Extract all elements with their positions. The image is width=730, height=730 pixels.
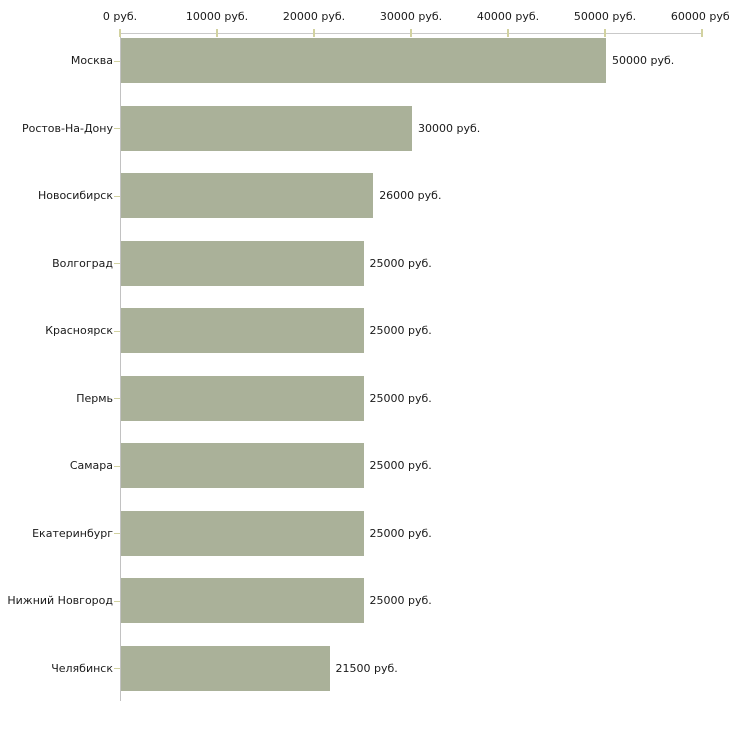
bar xyxy=(121,105,412,151)
category-label: Волгоград xyxy=(52,256,113,270)
x-axis-tick xyxy=(604,29,606,37)
x-axis-tick-label: 20000 руб. xyxy=(282,10,346,23)
category-label: Самара xyxy=(69,459,113,472)
bar xyxy=(121,578,364,623)
x-axis-tick-label: 30000 руб. xyxy=(379,10,443,23)
category-label: Челябинск xyxy=(51,661,113,675)
y-axis-tick xyxy=(114,60,120,62)
x-axis-tick xyxy=(216,29,218,37)
bar-value-label: 50000 руб. xyxy=(612,54,675,67)
y-axis-tick xyxy=(114,398,120,399)
category-label: Ростов-На-Дону xyxy=(21,121,113,135)
bar-value-label: 25000 руб. xyxy=(369,256,432,270)
y-axis-tick xyxy=(114,533,120,534)
x-axis-tick-label: 60000 руб. xyxy=(670,10,730,23)
x-axis-tick xyxy=(410,29,412,37)
x-axis-tick xyxy=(313,29,315,37)
bar-value-label: 25000 руб. xyxy=(369,526,432,540)
x-axis-tick xyxy=(701,29,703,37)
category-label: Нижний Новгород xyxy=(7,594,113,607)
bar xyxy=(121,443,364,488)
y-axis-tick xyxy=(114,668,120,669)
category-label: Екатеринбург xyxy=(32,526,113,540)
bar xyxy=(121,510,364,556)
bar-value-label: 25000 руб. xyxy=(369,391,432,405)
category-label: Новосибирск xyxy=(37,189,113,202)
y-axis-tick xyxy=(114,263,120,264)
x-axis-tick-label: 10000 руб. xyxy=(185,10,249,23)
bar xyxy=(121,240,364,286)
category-label: Москва xyxy=(70,54,113,67)
x-axis-tick-label: 0 руб. xyxy=(102,10,138,23)
bar-value-label: 21500 руб. xyxy=(335,661,398,675)
x-axis-tick xyxy=(119,29,121,37)
x-axis-tick-label: 50000 руб. xyxy=(573,10,637,23)
y-axis-tick xyxy=(114,600,120,602)
bar xyxy=(121,308,364,353)
bar-value-label: 26000 руб. xyxy=(379,189,442,202)
bar-value-label: 25000 руб. xyxy=(369,324,432,337)
category-label: Красноярск xyxy=(45,324,113,337)
bar xyxy=(121,38,606,83)
y-axis-line xyxy=(120,33,121,701)
bar xyxy=(121,173,374,218)
bar-value-label: 25000 руб. xyxy=(369,459,432,472)
x-axis-tick-label: 40000 руб. xyxy=(476,10,540,23)
y-axis-tick xyxy=(114,195,120,197)
bar-value-label: 30000 руб. xyxy=(418,121,481,135)
bar xyxy=(121,645,330,691)
category-label: Пермь xyxy=(76,391,113,405)
y-axis-tick xyxy=(114,128,120,129)
bar xyxy=(121,375,364,421)
y-axis-tick xyxy=(114,330,120,332)
y-axis-tick xyxy=(114,465,120,467)
x-axis-tick xyxy=(507,29,509,37)
bar-value-label: 25000 руб. xyxy=(369,594,432,607)
